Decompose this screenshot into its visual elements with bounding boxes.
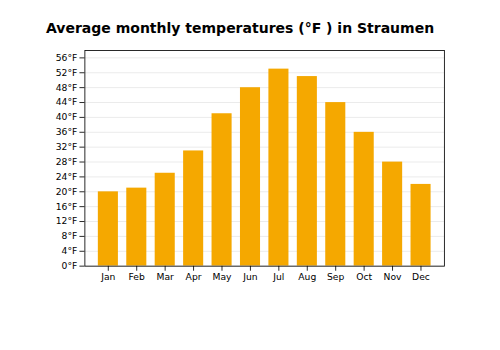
svg-text:Jul: Jul bbox=[272, 271, 284, 282]
svg-text:Dec: Dec bbox=[412, 271, 430, 282]
svg-text:Mar: Mar bbox=[156, 271, 174, 282]
svg-text:12°F: 12°F bbox=[56, 215, 78, 226]
svg-text:Nov: Nov bbox=[384, 271, 402, 282]
svg-text:48°F: 48°F bbox=[56, 82, 78, 93]
svg-text:Sep: Sep bbox=[327, 271, 344, 282]
svg-text:8°F: 8°F bbox=[62, 230, 78, 241]
svg-text:May: May bbox=[212, 271, 232, 282]
svg-text:Apr: Apr bbox=[186, 271, 202, 282]
svg-text:20°F: 20°F bbox=[56, 186, 78, 197]
svg-text:44°F: 44°F bbox=[56, 96, 78, 107]
svg-text:28°F: 28°F bbox=[56, 156, 78, 167]
svg-text:32°F: 32°F bbox=[56, 141, 78, 152]
svg-text:56°F: 56°F bbox=[56, 52, 78, 63]
svg-text:16°F: 16°F bbox=[56, 201, 78, 212]
svg-text:Oct: Oct bbox=[356, 271, 372, 282]
svg-text:24°F: 24°F bbox=[56, 171, 78, 182]
svg-text:Aug: Aug bbox=[298, 271, 316, 282]
svg-text:36°F: 36°F bbox=[56, 126, 78, 137]
svg-text:0°F: 0°F bbox=[62, 260, 78, 271]
svg-text:Jan: Jan bbox=[100, 271, 115, 282]
svg-text:52°F: 52°F bbox=[56, 67, 78, 78]
svg-text:Feb: Feb bbox=[129, 271, 145, 282]
svg-text:Jun: Jun bbox=[242, 271, 258, 282]
svg-text:40°F: 40°F bbox=[56, 111, 78, 122]
svg-text:4°F: 4°F bbox=[62, 245, 78, 256]
html-text:Average monthly temperatures (: Average monthly temperatures (°F ) in St… bbox=[46, 20, 435, 36]
